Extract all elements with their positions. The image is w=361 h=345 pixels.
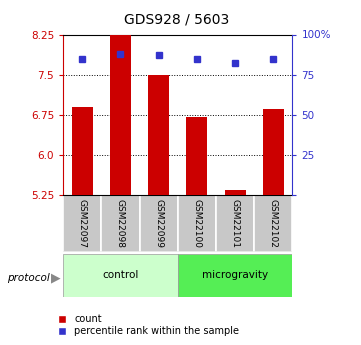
Text: protocol: protocol [7,273,50,283]
Text: GSM22101: GSM22101 [231,199,240,248]
Bar [63,254,178,297]
Text: GDS928 / 5603: GDS928 / 5603 [124,12,230,26]
Bar [254,195,292,252]
Text: GSM22100: GSM22100 [192,199,201,248]
Text: microgravity: microgravity [202,270,268,280]
Bar [140,195,178,252]
Text: GSM22102: GSM22102 [269,199,278,248]
Legend: count, percentile rank within the sample: count, percentile rank within the sample [48,310,243,340]
Bar [178,254,292,297]
Text: GSM22098: GSM22098 [116,199,125,248]
Bar [110,34,131,195]
Text: GSM22099: GSM22099 [154,199,163,248]
Bar [63,195,101,252]
Bar [216,195,254,252]
Bar [148,75,169,195]
Bar [101,195,140,252]
Text: GSM22097: GSM22097 [78,199,87,248]
Bar [178,195,216,252]
Bar [72,107,93,195]
Bar [263,109,284,195]
Bar [186,117,208,195]
Text: ▶: ▶ [51,271,61,284]
Bar [225,190,245,195]
Text: control: control [102,270,139,280]
